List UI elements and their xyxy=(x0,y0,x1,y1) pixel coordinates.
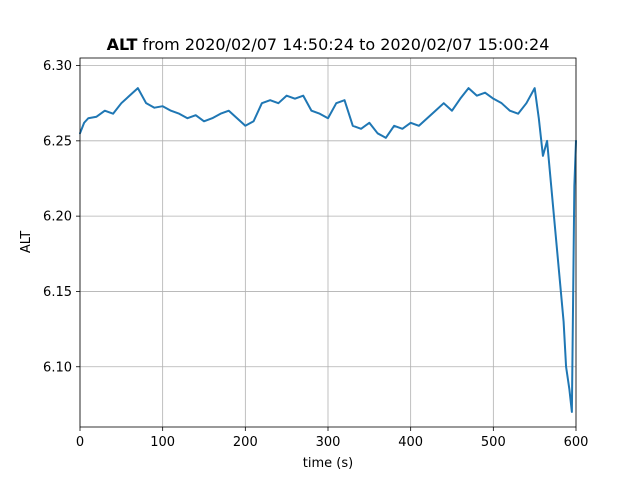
x-tick-label: 400 xyxy=(398,435,423,450)
y-tick-label: 6.20 xyxy=(43,210,72,225)
y-tick-label: 6.10 xyxy=(43,360,72,375)
grid-lines xyxy=(79,58,577,427)
x-tick-label: 100 xyxy=(150,435,175,450)
y-tick-label: 6.25 xyxy=(43,134,72,149)
axes-frame xyxy=(79,57,577,428)
x-axis-label: time (s) xyxy=(303,456,353,471)
series-line xyxy=(79,87,577,413)
y-tick-label: 6.30 xyxy=(43,59,72,74)
y-axis-label: ALT xyxy=(19,231,34,253)
x-tick-label: 0 xyxy=(76,435,84,450)
plot-area xyxy=(79,87,577,413)
x-tick-label: 600 xyxy=(564,435,589,450)
chart-title-rest: from 2020/02/07 14:50:24 to 2020/02/07 1… xyxy=(137,35,549,54)
y-tick-label: 6.15 xyxy=(43,285,72,300)
x-tick-label: 200 xyxy=(233,435,258,450)
chart-title: ALT from 2020/02/07 14:50:24 to 2020/02/… xyxy=(107,35,550,54)
chart-title-bold: ALT xyxy=(107,35,138,54)
axis-ticks: 0 100 200 300 400 500 600 6.10 6.15 6.20 6.25 6.30 xyxy=(43,59,588,450)
x-tick-label: 500 xyxy=(481,435,506,450)
x-tick-label: 300 xyxy=(316,435,341,450)
